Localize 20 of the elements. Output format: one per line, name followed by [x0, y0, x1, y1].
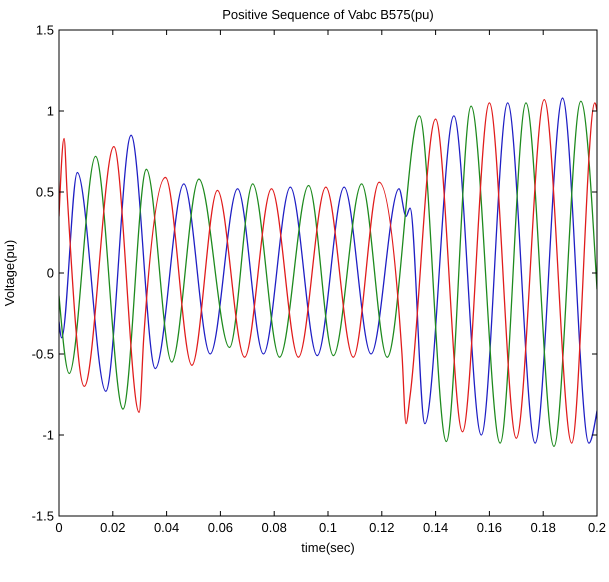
x-tick-label: 0.14 — [422, 520, 448, 535]
y-tick-label: -0.5 — [32, 346, 54, 362]
x-axis-title: time(sec) — [301, 540, 355, 555]
y-tick-label: -1.5 — [32, 508, 54, 524]
x-tick-label: 0.18 — [530, 520, 556, 535]
x-tick-label: 0.16 — [476, 520, 502, 535]
chart-title: Positive Sequence of Vabc B575(pu) — [222, 7, 434, 22]
x-tick-label: 0.12 — [369, 520, 394, 535]
y-tick-label: -1 — [42, 428, 54, 443]
x-tick-label: 0.06 — [208, 520, 234, 535]
x-tick-label: 0.2 — [588, 520, 606, 535]
y-tick-label: 1.5 — [36, 22, 54, 38]
y-tick-label: 0.5 — [36, 184, 54, 200]
y-tick-label: 1 — [46, 104, 54, 119]
x-tick-label: 0.02 — [100, 520, 126, 535]
x-tick-label: 0.08 — [262, 520, 287, 535]
x-tick-label: 0.04 — [154, 520, 180, 535]
x-tick-label: 0.1 — [318, 520, 338, 535]
y-axis-title: Voltage(pu) — [2, 240, 17, 306]
y-tick-label: 0 — [46, 266, 54, 281]
